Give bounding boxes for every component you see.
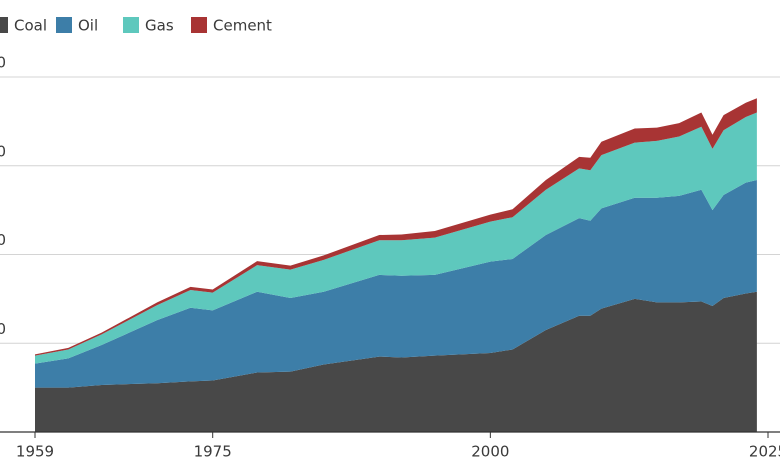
y-tick-label: 20 [0,231,6,249]
legend-swatch [0,17,8,33]
legend-label: Cement [213,17,272,35]
legend-label: Coal [14,17,47,35]
legend-label: Oil [78,17,98,35]
y-tick-label: 30 [0,142,6,160]
legend-label: Gas [145,17,174,35]
area [35,98,757,356]
x-tick-label: 2025 [749,443,780,461]
area [35,291,757,432]
legend-swatch [191,17,207,33]
x-tick-label: 2000 [471,443,509,461]
x-tick-label: 1959 [16,443,54,461]
legend-swatch [56,17,72,33]
legend-swatch [123,17,139,33]
y-tick-label: 10 [0,320,6,338]
area [35,112,757,364]
y-tick-label: 40 [0,54,6,72]
area [35,179,757,388]
x-tick-label: 1975 [194,443,232,461]
